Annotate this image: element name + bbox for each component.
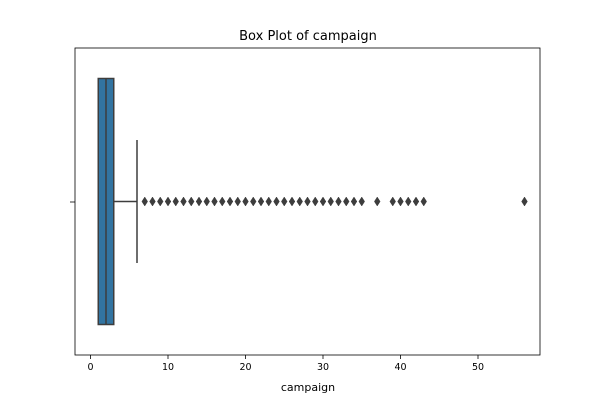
outlier-point <box>312 196 319 207</box>
outlier-point <box>180 196 187 207</box>
outlier-point <box>405 196 412 207</box>
outlier-point <box>242 196 249 207</box>
x-tick-label: 40 <box>394 362 406 373</box>
outlier-point <box>164 196 172 207</box>
outlier-point <box>203 196 210 207</box>
outlier-point <box>304 196 311 207</box>
outlier-point <box>296 196 303 207</box>
x-tick-label: 50 <box>472 362 484 373</box>
x-axis: 0 10 20 30 40 50 <box>87 355 484 373</box>
outlier-point <box>358 196 365 207</box>
outlier-point <box>389 196 396 207</box>
x-tick-label: 20 <box>239 362 251 373</box>
outlier-point <box>327 196 334 207</box>
outlier-point <box>157 196 164 207</box>
outlier-point <box>281 196 288 207</box>
outlier-point <box>397 196 404 207</box>
outlier-point <box>234 196 241 207</box>
outlier-point <box>195 196 203 207</box>
plot-area <box>97 77 528 326</box>
outlier-point <box>149 196 156 207</box>
outlier-point <box>188 196 195 207</box>
chart-title: Box Plot of campaign <box>239 29 377 44</box>
outlier-point <box>265 196 272 207</box>
outlier-point <box>343 196 350 207</box>
outlier-point <box>250 196 257 207</box>
outlier-point <box>219 196 226 207</box>
outlier-point <box>412 196 420 207</box>
outlier-point <box>521 196 528 207</box>
x-tick-label: 10 <box>162 362 174 373</box>
x-axis-label: campaign <box>281 381 335 394</box>
axes-frame <box>74 47 541 356</box>
outlier-point <box>350 196 358 207</box>
outlier-point <box>420 196 427 207</box>
outlier-point <box>319 196 327 207</box>
outlier-point <box>172 196 179 207</box>
outlier-point <box>257 196 265 207</box>
x-tick-label: 0 <box>87 362 93 373</box>
outlier-point <box>374 196 381 207</box>
outlier-point <box>273 196 280 207</box>
outlier-point <box>288 196 296 207</box>
x-tick-label: 30 <box>317 362 329 373</box>
outlier-point <box>141 196 148 207</box>
outlier-point <box>226 196 234 207</box>
outlier-point <box>335 196 342 207</box>
outlier-point <box>211 196 218 207</box>
